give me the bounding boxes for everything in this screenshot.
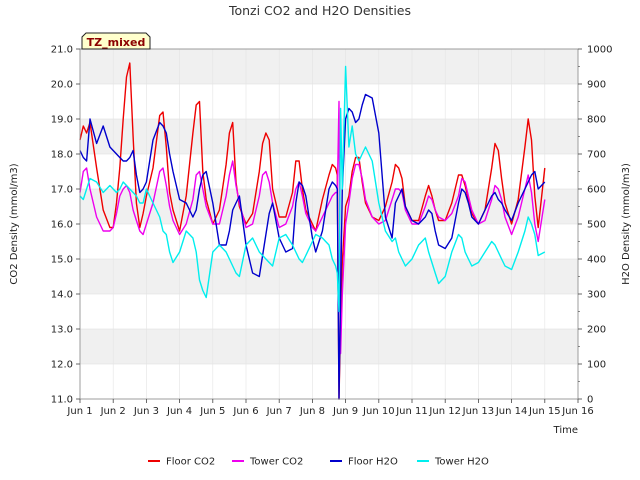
legend-label-floor-co2: Floor CO2 xyxy=(166,457,215,468)
x-tick-label: Jun 10 xyxy=(362,406,395,417)
left-y-tick-label: 15.0 xyxy=(51,255,73,266)
right-y-tick-label: 800 xyxy=(587,115,606,126)
x-tick-label: Jun 14 xyxy=(495,406,528,417)
left-y-tick-label: 20.0 xyxy=(51,80,73,91)
tower-h2o-line xyxy=(79,65,546,313)
background-band xyxy=(80,49,578,84)
left-y-tick-label: 11.0 xyxy=(51,395,73,406)
x-tick-label: Jun 13 xyxy=(462,406,495,417)
background-band xyxy=(80,329,578,364)
right-y-tick-label: 1000 xyxy=(587,45,612,56)
right-y-tick-label: 900 xyxy=(587,80,606,91)
left-y-tick-label: 13.0 xyxy=(51,325,73,336)
series-lines xyxy=(79,62,546,400)
x-tick-label: Jun 11 xyxy=(395,406,428,417)
x-tick-label: Jun 15 xyxy=(528,406,561,417)
right-y-tick-label: 0 xyxy=(587,395,593,406)
background-band xyxy=(80,259,578,294)
tower-co2-line xyxy=(79,100,546,355)
x-tick-label: Jun 12 xyxy=(428,406,461,417)
site-badge-label: TZ_mixed xyxy=(87,36,146,49)
x-tick-label: Jun 8 xyxy=(299,406,325,417)
left-y-axis-ticks: 11.0 12.0 13.0 14.0 15.0 16.0 17.0 18.0 19.0 20.0… xyxy=(51,45,80,406)
x-tick-label: Jun 16 xyxy=(561,406,594,417)
x-tick-label: Jun 4 xyxy=(166,406,192,417)
left-y-axis-label: CO2 Density (mmol/m3) xyxy=(9,163,20,284)
right-y-tick-label: 300 xyxy=(587,290,606,301)
legend-label-tower-h2o: Tower H2O xyxy=(434,457,489,468)
x-axis-label: Time xyxy=(553,425,578,436)
site-badge: TZ_mixed xyxy=(81,32,151,50)
legend-label-floor-h2o: Floor H2O xyxy=(348,457,398,468)
chart-title: Tonzi CO2 and H2O Densities xyxy=(228,3,411,18)
right-y-tick-label: 100 xyxy=(587,360,606,371)
right-y-tick-label: 200 xyxy=(587,325,606,336)
x-axis-ticks: Jun 1 Jun 2 Jun 3 Jun 4 Jun 5 Jun 6 Jun 7 Jun 8… xyxy=(66,399,594,417)
left-y-tick-label: 21.0 xyxy=(51,45,73,56)
site-badge-box xyxy=(81,32,151,50)
background-bands xyxy=(80,49,578,364)
right-y-tick-label: 700 xyxy=(587,150,606,161)
x-tick-label: Jun 5 xyxy=(199,406,225,417)
background-band xyxy=(80,189,578,224)
right-y-tick-label: 400 xyxy=(587,255,606,266)
legend: Floor CO2 Tower CO2 Floor H2O Tower H2O xyxy=(148,457,489,468)
left-y-tick-label: 17.0 xyxy=(51,185,73,196)
plot-area xyxy=(79,48,579,400)
left-y-tick-label: 16.0 xyxy=(51,220,73,231)
legend-label-tower-co2: Tower CO2 xyxy=(249,457,303,468)
right-y-axis-label: H2O Density (mmol/m3) xyxy=(621,163,632,285)
x-tick-label: Jun 1 xyxy=(66,406,92,417)
left-y-tick-label: 19.0 xyxy=(51,115,73,126)
x-tick-label: Jun 7 xyxy=(266,406,292,417)
left-y-tick-label: 14.0 xyxy=(51,290,73,301)
x-tick-label: Jun 6 xyxy=(232,406,258,417)
left-y-tick-label: 12.0 xyxy=(51,360,73,371)
x-tick-label: Jun 9 xyxy=(332,406,358,417)
right-y-tick-label: 500 xyxy=(587,220,606,231)
right-y-tick-label: 600 xyxy=(587,185,606,196)
x-tick-label: Jun 2 xyxy=(100,406,126,417)
floor-h2o-line xyxy=(79,93,546,400)
right-y-axis-ticks: 0 100 200 300 400 500 600 700 800 900 1000 xyxy=(578,45,612,406)
left-y-tick-label: 18.0 xyxy=(51,150,73,161)
x-tick-label: Jun 3 xyxy=(133,406,159,417)
